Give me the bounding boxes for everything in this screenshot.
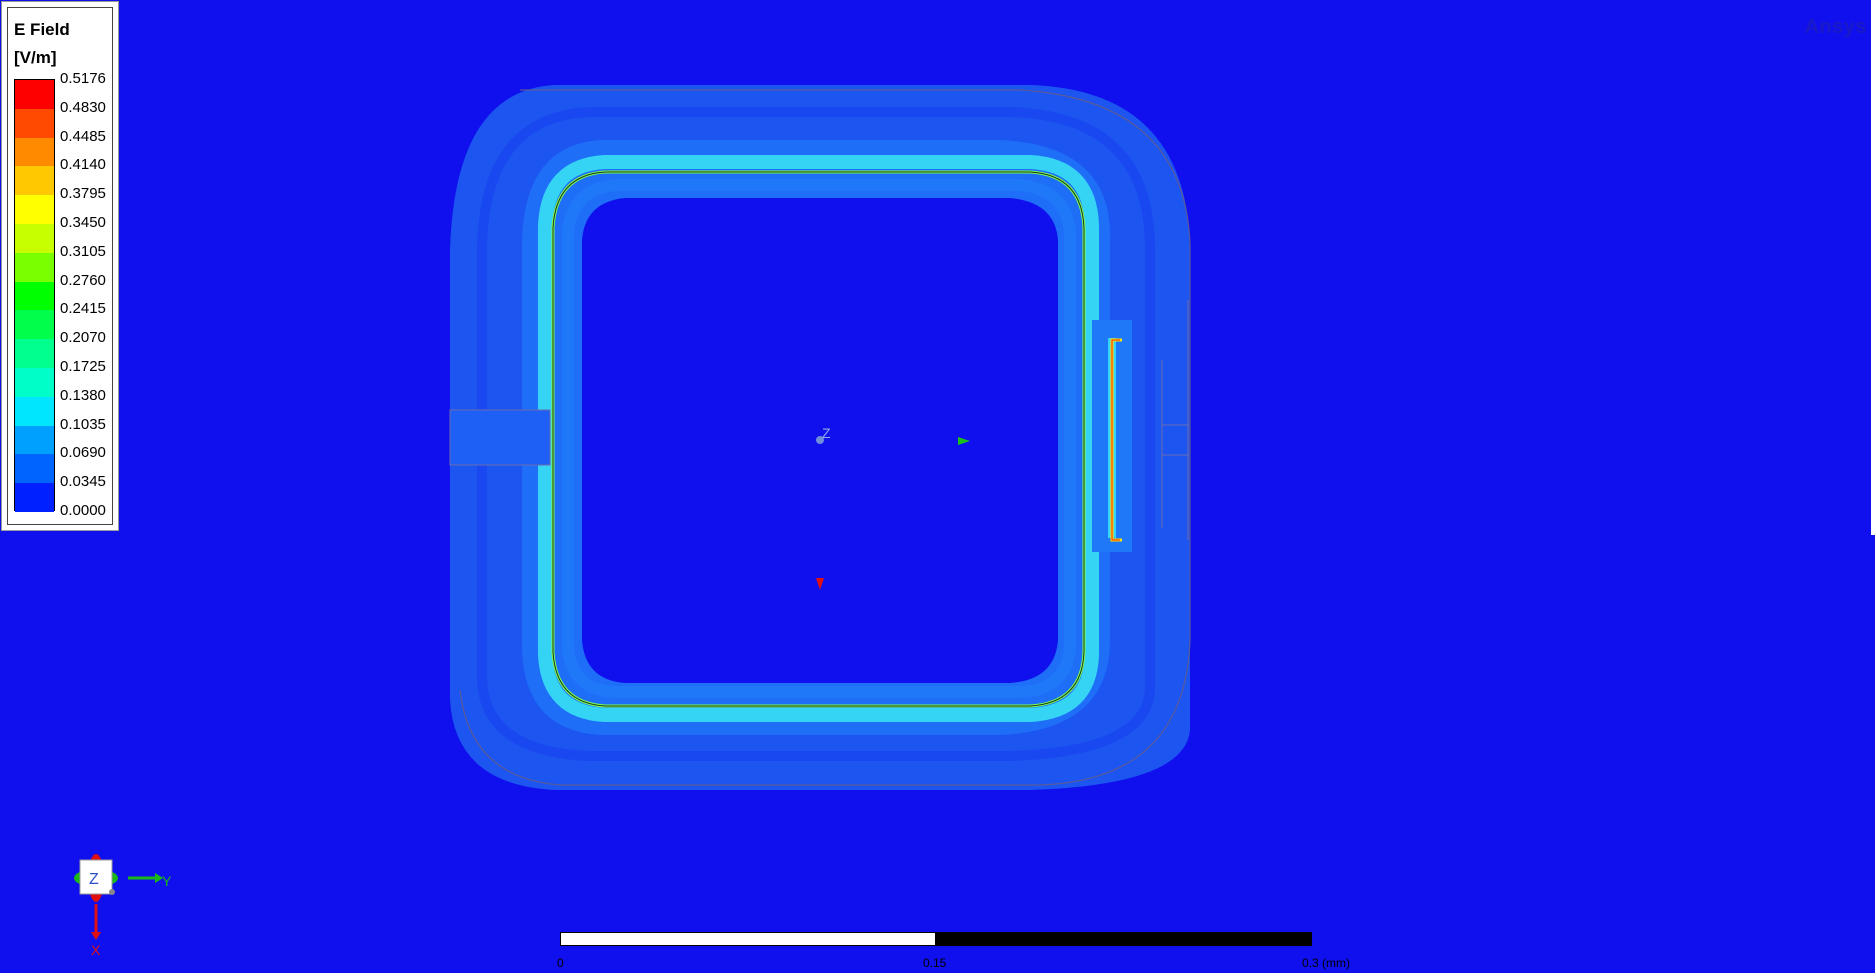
legend-swatch (15, 224, 54, 253)
scale-bar-white-segment (561, 933, 935, 945)
legend-tick-label: 0.3105 (60, 242, 106, 260)
scale-label-end: 0.3 (mm) (1302, 956, 1350, 970)
triad-x-arrowhead (91, 932, 101, 940)
substrate-outline (459, 89, 1191, 786)
triad-z-label: Z (89, 871, 99, 888)
legend-tick-label: 0.3795 (60, 185, 106, 203)
legend-swatch (15, 396, 54, 426)
feed-port-core (1111, 339, 1120, 541)
legend-swatch (15, 339, 54, 369)
triad-x-label: X (91, 942, 101, 958)
axis-triad[interactable]: Z Y X (60, 840, 190, 960)
legend-tick-label: 0.2070 (60, 329, 106, 347)
legend-tick-label: 0.1035 (60, 415, 106, 433)
legend-tick-label: 0.4485 (60, 127, 106, 145)
field-gap-ring (477, 107, 1155, 761)
legend-frame: E Field [V/m] 0.5176 0.4830 0.4485 0.4140 0.… (7, 7, 113, 525)
legend-swatch (15, 137, 54, 167)
origin-z-label: Z (822, 425, 831, 441)
legend-title: E Field (14, 20, 70, 39)
legend-swatch (15, 483, 54, 513)
cyan-field-band (538, 155, 1099, 722)
triad-center-dot (109, 889, 115, 895)
scale-bar (560, 932, 1312, 946)
legend-tick-label: 0.2415 (60, 300, 106, 318)
port-outline (1161, 300, 1189, 540)
left-gap-region (450, 410, 550, 465)
origin-marker (816, 436, 824, 444)
legend-tick-label: 0.2760 (60, 271, 106, 289)
triad-y-label: Y (162, 873, 172, 889)
legend-swatch (15, 252, 54, 282)
legend-tick-label: 0.1725 (60, 358, 106, 375)
left-gap-outline (449, 409, 551, 466)
legend-tick-label: 0.3450 (60, 214, 106, 231)
legend-tick-label: 0.4830 (60, 98, 106, 116)
legend-unit: [V/m] (14, 48, 57, 67)
legend-swatch (15, 454, 54, 484)
legend-swatch (15, 80, 54, 109)
legend-swatch (15, 281, 54, 311)
legend-tick-label: 0.0345 (60, 473, 106, 491)
scale-label-mid: 0.15 (923, 956, 947, 970)
triad-y-arrowhead (155, 873, 163, 883)
legend-tick-label: 0.0690 (60, 444, 106, 462)
legend-tick-label: 0.5176 (60, 70, 106, 87)
window-edge (1871, 0, 1875, 535)
legend-swatch (15, 425, 54, 455)
color-legend[interactable]: E Field [V/m] 0.5176 0.4830 0.4485 0.4140 0.… (1, 1, 119, 531)
x-direction-marker (816, 578, 824, 590)
y-direction-marker (958, 437, 970, 445)
triad-z-box (79, 859, 113, 895)
legend-tick-label: 0.0000 (60, 502, 106, 519)
light-blue-inner-halo (562, 179, 1076, 698)
legend-swatch (15, 108, 54, 138)
legend-swatch (15, 310, 54, 340)
legend-tick-label: 0.1380 (60, 386, 106, 404)
legend-swatch (15, 166, 54, 196)
legend-swatch (15, 368, 54, 397)
scale-label-start: 0 (557, 956, 564, 970)
brand-watermark: Ansys (1804, 16, 1867, 38)
conductor-core (552, 171, 1085, 707)
legend-swatch (15, 195, 54, 225)
legend-color-bar (14, 79, 55, 513)
legend-tick-label: 0.4140 (60, 156, 106, 174)
